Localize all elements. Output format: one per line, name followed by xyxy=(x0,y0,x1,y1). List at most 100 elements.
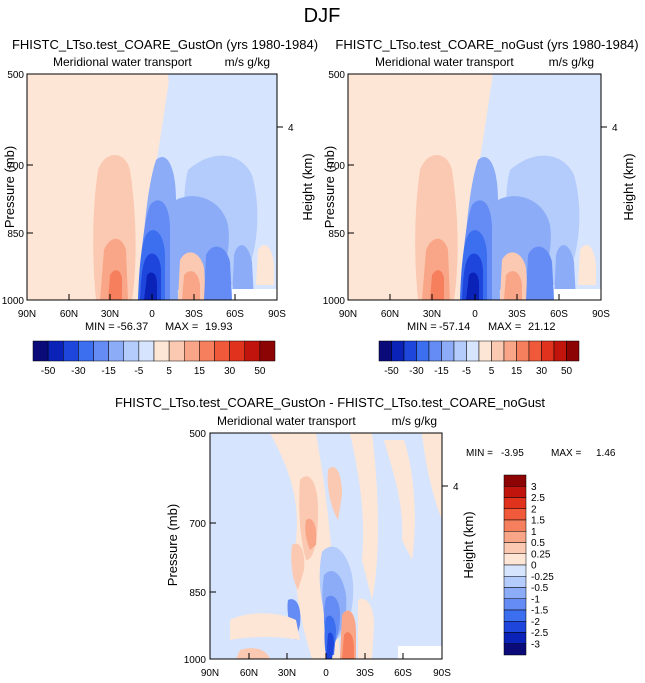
colorbar-swatch xyxy=(184,340,200,362)
colorbar-label: -30 xyxy=(409,366,424,377)
colorbar-swatch xyxy=(391,340,405,362)
x-tick-label: 0 xyxy=(149,309,155,320)
max-label: MAX = xyxy=(165,321,198,333)
colorbar-swatch xyxy=(503,497,527,509)
colorbar-label: 30 xyxy=(536,366,548,377)
colorbar-label: -30 xyxy=(71,366,86,377)
min-value: -56.37 xyxy=(117,321,148,333)
panel-subtitle-right: m/s g/kg xyxy=(549,55,594,69)
colorbar-label: 2 xyxy=(531,504,537,515)
colorbar-swatch xyxy=(553,340,567,362)
x-axis: 90N 60N 30N 0 30S 60S 90S xyxy=(18,294,286,320)
max-label: MAX = xyxy=(488,321,521,333)
max-value: 19.93 xyxy=(205,321,233,333)
min-value: -3.95 xyxy=(501,448,524,459)
x-tick-label: 30S xyxy=(356,668,374,679)
colorbar-label: 0.5 xyxy=(531,538,545,549)
colorbar-label: 30 xyxy=(224,366,236,377)
y-right-axis-title: Height (km) xyxy=(461,511,476,578)
x-tick-label: 90N xyxy=(201,668,219,679)
colorbar-swatch xyxy=(503,486,527,498)
y-tick-label: 850 xyxy=(7,229,24,240)
contour-field xyxy=(27,74,277,300)
x-tick-label: 60N xyxy=(381,309,399,320)
colorbar-label: -1 xyxy=(531,594,540,605)
colorbar-swatch xyxy=(32,340,49,362)
panel-subtitle-left: Meridional water transport xyxy=(217,414,356,428)
colorbar-label: -15 xyxy=(101,366,116,377)
panel-subtitle-right: m/s g/kg xyxy=(392,414,437,428)
colorbar-swatch xyxy=(441,340,455,362)
colorbar-label: -5 xyxy=(134,366,143,377)
x-tick-label: 60S xyxy=(226,309,244,320)
colorbar-swatch xyxy=(123,340,140,362)
x-tick-label: 60N xyxy=(60,309,78,320)
colorbar-swatch xyxy=(466,340,480,362)
colorbar-swatch xyxy=(153,340,170,362)
min-max-readout: MIN = -3.95 MAX = 1.46 xyxy=(466,448,616,459)
colorbar-label: -50 xyxy=(384,366,399,377)
colorbar-label: 15 xyxy=(194,366,206,377)
colorbar-label: -2.5 xyxy=(531,628,549,639)
colorbar-label: 0 xyxy=(531,561,537,572)
x-tick-label: 60S xyxy=(550,309,568,320)
colorbar-difference: 32.521.510.50.250-0.25-0.5-1-1.5-2-2.5-3 xyxy=(503,474,554,656)
x-tick-label: 90S xyxy=(433,668,451,679)
y-tick-label: 1000 xyxy=(323,296,346,307)
colorbar-label: -5 xyxy=(462,366,471,377)
colorbar-label: -1.5 xyxy=(531,606,549,617)
y-tick-label: 850 xyxy=(328,229,345,240)
panel-subtitle-right: m/s g/kg xyxy=(225,55,270,69)
contour-field xyxy=(210,433,442,659)
colorbar-swatch xyxy=(491,340,505,362)
colorbar-gust-on: -50 -30 -15 -5 5 15 30 50 xyxy=(32,340,276,377)
colorbar-swatch xyxy=(503,598,527,611)
y-tick-label: 500 xyxy=(328,70,345,81)
colorbar-label: -50 xyxy=(41,366,56,377)
colorbar-swatch xyxy=(516,340,530,362)
colorbar-no-gust: -50 -30 -15 -5 5 15 30 50 xyxy=(378,340,580,377)
colorbar-swatch xyxy=(503,576,527,588)
y-axis-left: 500 700 850 1000 Pressure (mb) xyxy=(165,429,216,666)
colorbar-swatch xyxy=(93,340,109,362)
colorbar-swatch xyxy=(566,340,580,362)
colorbar-label: 1 xyxy=(531,527,537,538)
colorbar-swatch xyxy=(503,587,527,599)
x-tick-label: 90N xyxy=(18,309,36,320)
panel-title: FHISTC_LTso.test_COARE_GustOn (yrs 1980-… xyxy=(12,37,318,52)
max-value: 1.46 xyxy=(596,448,616,459)
colorbar-label: -0.5 xyxy=(531,583,549,594)
contour-field xyxy=(348,74,601,300)
x-tick-label: 60N xyxy=(240,668,258,679)
colorbar-swatch xyxy=(503,643,527,656)
x-axis: 90N 60N 30N 0 30S 60S 90S xyxy=(201,653,451,679)
colorbar-label: -3 xyxy=(531,639,540,650)
y-axis-title: Pressure (mb) xyxy=(322,146,337,228)
panel-title: FHISTC_LTso.test_COARE_noGust (yrs 1980-… xyxy=(335,37,638,52)
colorbar-label: -0.25 xyxy=(531,572,554,583)
colorbar-label: 0.25 xyxy=(531,549,551,560)
colorbar-swatch xyxy=(259,340,276,362)
max-label: MAX = xyxy=(551,448,581,459)
panel-subtitle-left: Meridional water transport xyxy=(53,55,192,69)
colorbar-swatch xyxy=(63,340,79,362)
colorbar-swatch xyxy=(503,564,527,577)
panel-title: FHISTC_LTso.test_COARE_GustOn - FHISTC_L… xyxy=(115,395,545,410)
y-axis-title: Pressure (mb) xyxy=(2,146,17,228)
colorbar-swatch xyxy=(503,531,527,543)
colorbar-swatch xyxy=(503,621,527,633)
colorbar-label: 5 xyxy=(166,366,172,377)
y-tick-label: 700 xyxy=(189,519,206,530)
colorbar-swatch xyxy=(503,632,527,644)
figure-title: DJF xyxy=(304,5,341,27)
colorbar-swatch xyxy=(453,340,467,362)
min-label: MIN = xyxy=(407,321,437,333)
colorbar-swatch xyxy=(503,508,527,521)
colorbar-swatch xyxy=(244,340,261,362)
colorbar-swatch xyxy=(403,340,417,362)
y-right-tick-label: 4 xyxy=(288,123,294,134)
y-tick-label: 500 xyxy=(7,70,24,81)
colorbar-swatch xyxy=(229,340,245,362)
y-axis-right: 4 Height (km) xyxy=(442,482,476,579)
y-axis-left: 500 700 850 1000 Pressure (mb) xyxy=(322,70,354,307)
